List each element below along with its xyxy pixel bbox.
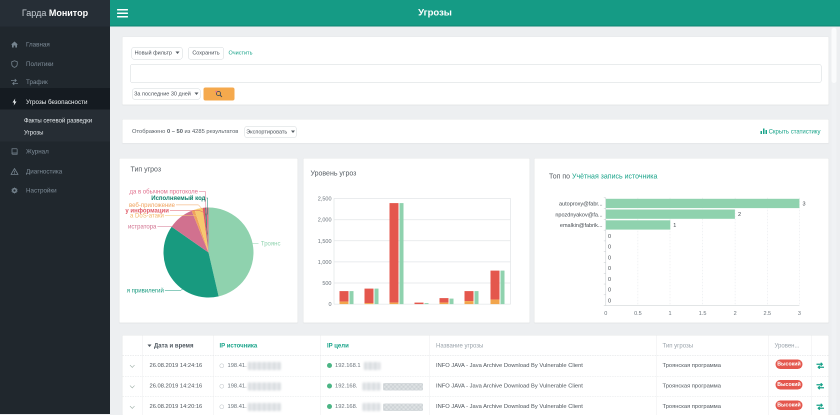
svg-text:1,000: 1,000 [318,260,332,266]
svg-text:1: 1 [668,311,671,317]
svg-text:истратора: истратора [128,225,157,231]
svg-text:0: 0 [608,288,611,294]
svg-text:0: 0 [328,302,331,308]
svg-text:0: 0 [608,234,611,240]
svg-text:0: 0 [608,266,611,272]
svg-text:2: 2 [738,212,741,218]
svg-text:0: 0 [604,311,607,317]
svg-text:2: 2 [734,311,737,317]
svg-text:да в обычном протоколе: да в обычном протоколе [129,190,198,196]
svg-text:2.5: 2.5 [763,311,771,317]
svg-text:500: 500 [322,281,331,287]
svg-text:0: 0 [608,277,611,283]
svg-text:у информации: у информации [125,208,169,215]
svg-text:3: 3 [803,202,806,208]
svg-text:npozdnyakov@fa...: npozdnyakov@fa... [555,212,603,218]
svg-text:2,000: 2,000 [318,218,332,224]
svg-text:3: 3 [798,311,801,317]
svg-text:я привилегий: я привилегий [127,288,164,295]
svg-text:1,500: 1,500 [318,239,332,245]
svg-text:emalkin@fabrik...: emalkin@fabrik... [560,223,603,229]
svg-text:1.5: 1.5 [699,311,707,317]
svg-text:0: 0 [608,255,611,261]
svg-text:0: 0 [608,298,611,304]
svg-text:а DoS-атаки: а DoS-атаки [130,214,164,220]
svg-text:Троянс: Троянс [261,242,281,248]
svg-text:веб-приложение: веб-приложение [129,203,176,209]
svg-text:0.5: 0.5 [634,311,642,317]
svg-text:0: 0 [608,245,611,251]
svg-text:1: 1 [673,223,676,229]
svg-text:2,500: 2,500 [318,197,332,203]
svg-text:autoproxy@fabr...: autoproxy@fabr... [559,202,603,208]
svg-text:Исполняемый код: Исполняемый код [151,195,205,202]
